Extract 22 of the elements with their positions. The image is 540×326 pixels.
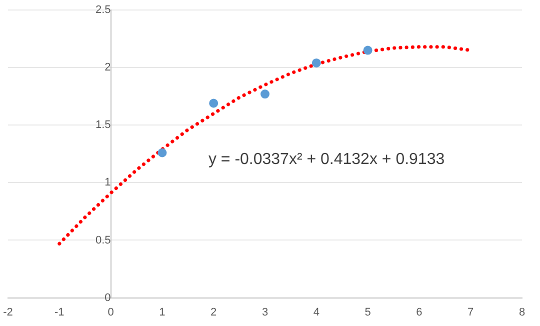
point xyxy=(158,148,167,158)
x-tick-label: 6 xyxy=(416,306,422,318)
x-tick-label: -1 xyxy=(54,306,64,318)
y-tick-label: 2 xyxy=(104,62,111,74)
point xyxy=(260,90,270,99)
y-tick-label: 1.5 xyxy=(96,119,111,132)
x-tick-label: 3 xyxy=(262,306,268,318)
point xyxy=(363,46,372,55)
annotation: y = -0.0337x² + 0.4132x + 0.9133 xyxy=(208,151,445,168)
x-tick-label: 2 xyxy=(210,306,217,318)
y-tick-label: 0.5 xyxy=(96,234,111,246)
y-tick-label: 2.5 xyxy=(96,4,111,16)
y-tick-label: 1 xyxy=(104,176,111,189)
x-tick-label: 1 xyxy=(159,306,166,318)
y-tick-label: 0 xyxy=(104,292,111,304)
point xyxy=(312,58,321,68)
x-tick-label: 8 xyxy=(518,306,526,318)
x-tick-label: 5 xyxy=(364,306,371,318)
x-tick-label: -2 xyxy=(3,306,13,318)
x-tick-label: 4 xyxy=(313,306,320,318)
x-tick-label: 7 xyxy=(468,306,474,318)
point xyxy=(209,98,218,108)
